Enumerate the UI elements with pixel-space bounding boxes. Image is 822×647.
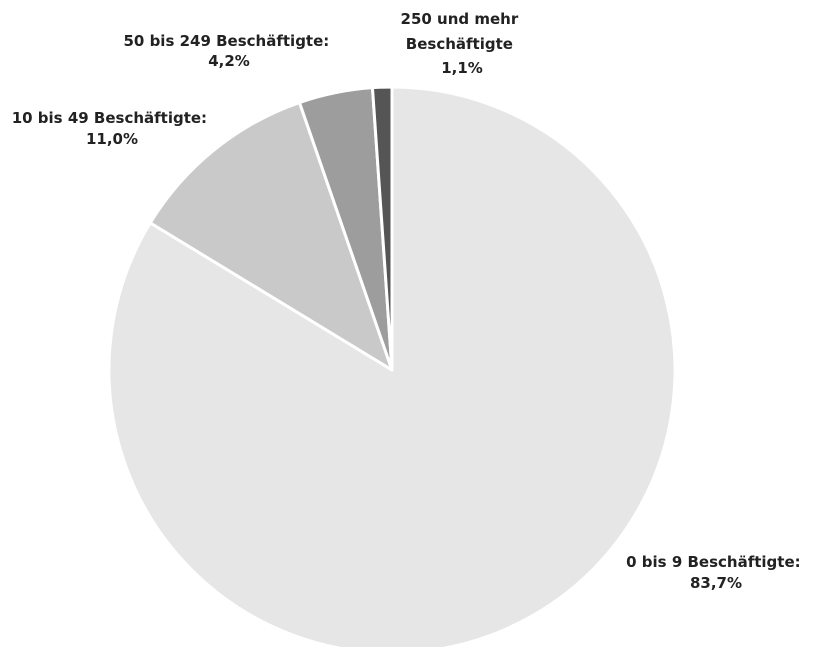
slice-label-250-plus-value: 1,1% — [441, 59, 483, 77]
slice-label-0-9-value: 83,7% — [690, 574, 742, 592]
slice-label-50-249-value: 4,2% — [208, 52, 250, 70]
slice-label-50-249-name: 50 bis 249 Beschäftigte: — [123, 32, 329, 50]
slice-label-250-plus-name-line1: 250 und mehr — [401, 10, 519, 28]
slice-label-10-49-name: 10 bis 49 Beschäftigte: — [12, 109, 207, 127]
pie-slice-10-49 — [148, 101, 394, 372]
slice-label-0-9: 0 bis 9 Beschäftigte: 83,7% — [626, 553, 806, 592]
slice-label-250-plus: 250 und mehr Beschäftigte 1,1% — [401, 10, 524, 77]
pie-slice-250-plus — [370, 85, 394, 372]
slice-labels: 0 bis 9 Beschäftigte: 83,7% 10 bis 49 Be… — [12, 10, 806, 592]
slice-label-10-49-value: 11,0% — [86, 130, 138, 148]
slice-label-250-plus-name-line2: Beschäftigte — [406, 35, 513, 53]
pie-slices — [107, 85, 677, 647]
slice-label-0-9-name: 0 bis 9 Beschäftigte: — [626, 553, 801, 571]
slice-label-50-249: 50 bis 249 Beschäftigte: 4,2% — [123, 32, 334, 70]
slice-label-10-49: 10 bis 49 Beschäftigte: 11,0% — [12, 109, 213, 148]
